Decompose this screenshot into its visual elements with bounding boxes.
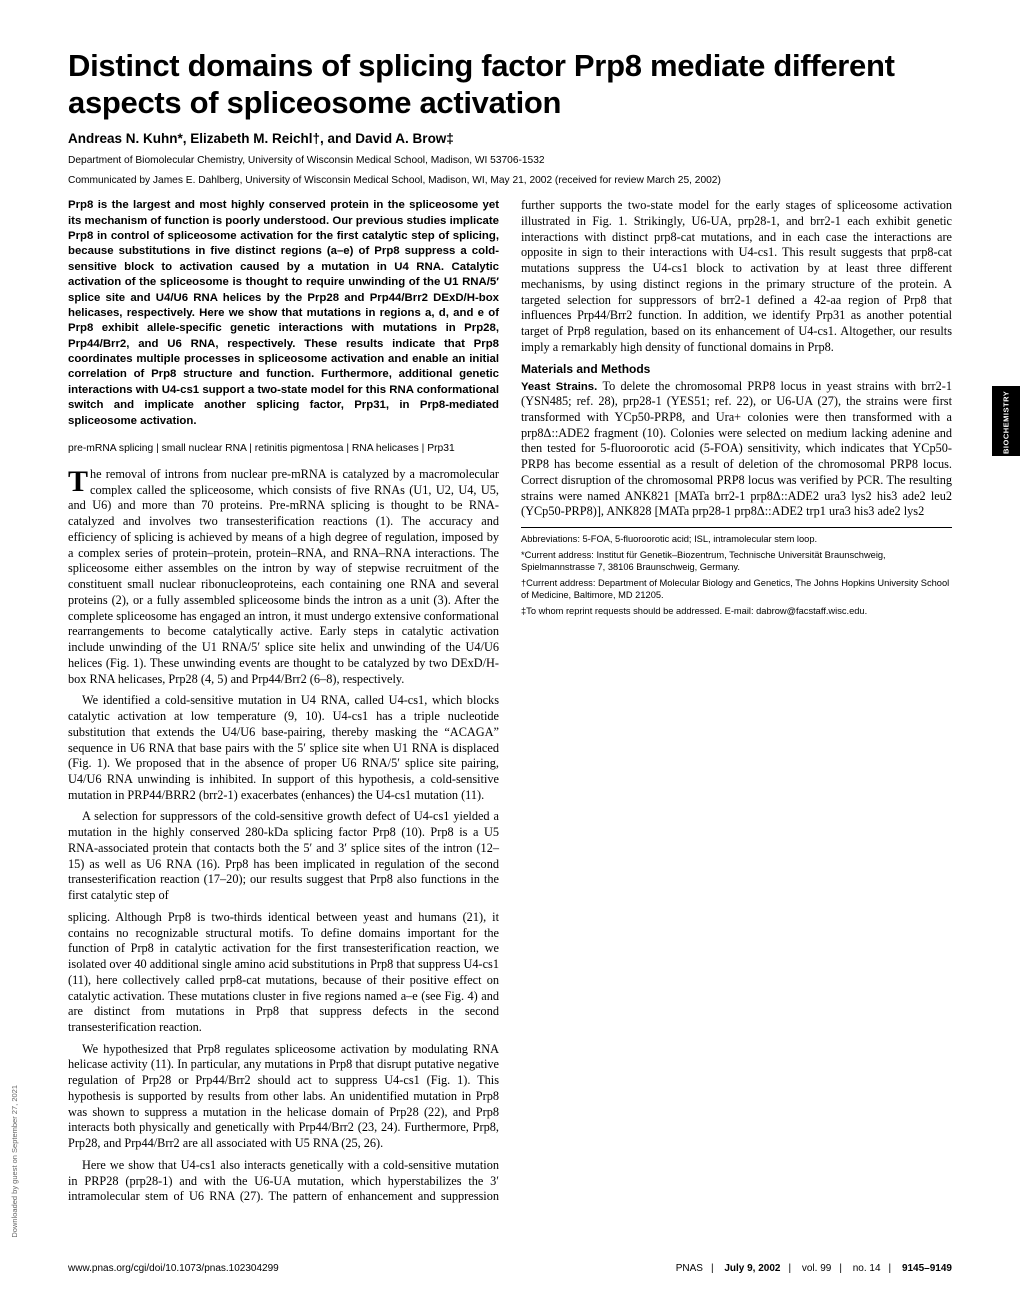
communicated-by: Communicated by James E. Dahlberg, Unive… [68, 175, 952, 186]
footnote-abbreviations: Abbreviations: 5-FOA, 5-fluoroorotic aci… [521, 533, 952, 546]
yeast-strains-text: To delete the chromosomal PRP8 locus in … [521, 379, 952, 519]
footnotes-block: Abbreviations: 5-FOA, 5-fluoroorotic aci… [521, 527, 952, 617]
keywords: pre-mRNA splicing | small nuclear RNA | … [68, 443, 499, 454]
footer-journal: PNAS [676, 1263, 703, 1274]
intro-paragraph-3: A selection for suppressors of the cold-… [68, 809, 499, 903]
abstract: Prp8 is the largest and most highly cons… [68, 198, 499, 429]
footnote-current-address-1: *Current address: Institut für Genetik–B… [521, 549, 952, 574]
footer-doi: www.pnas.org/cgi/doi/10.1073/pnas.102304… [68, 1263, 279, 1274]
column2-paragraph-1: splicing. Although Prp8 is two-thirds id… [68, 910, 499, 1036]
footer-volume: vol. 99 [802, 1263, 831, 1274]
section-tab-label: BIOCHEMISTRY [995, 387, 1017, 457]
section-heading-methods: Materials and Methods [521, 362, 952, 376]
download-note: Downloaded by guest on September 27, 202… [10, 1085, 19, 1238]
footer-issue: no. 14 [853, 1263, 881, 1274]
column2-paragraph-2: We hypothesized that Prp8 regulates spli… [68, 1042, 499, 1152]
affiliation: Department of Biomolecular Chemistry, Un… [68, 155, 952, 166]
yeast-strains-paragraph: Yeast Strains. To delete the chromosomal… [521, 379, 952, 521]
footer-date: July 9, 2002 [724, 1263, 780, 1274]
two-column-body: Prp8 is the largest and most highly cons… [68, 198, 952, 1210]
footer-citation: PNAS| July 9, 2002| vol. 99| no. 14| 914… [676, 1263, 952, 1274]
yeast-strains-label: Yeast Strains. [521, 381, 602, 393]
intro-paragraph-1: The removal of introns from nuclear pre-… [68, 467, 499, 687]
footnote-correspondence: ‡To whom reprint requests should be addr… [521, 605, 952, 618]
footnote-current-address-2: †Current address: Department of Molecula… [521, 577, 952, 602]
author-list: Andreas N. Kuhn*, Elizabeth M. Reichl†, … [68, 131, 952, 146]
page-footer: www.pnas.org/cgi/doi/10.1073/pnas.102304… [68, 1263, 952, 1274]
footer-pages: 9145–9149 [902, 1263, 952, 1274]
footnote-rule [521, 527, 952, 528]
intro-paragraph-2: We identified a cold-sensitive mutation … [68, 693, 499, 803]
article-title: Distinct domains of splicing factor Prp8… [68, 48, 952, 121]
